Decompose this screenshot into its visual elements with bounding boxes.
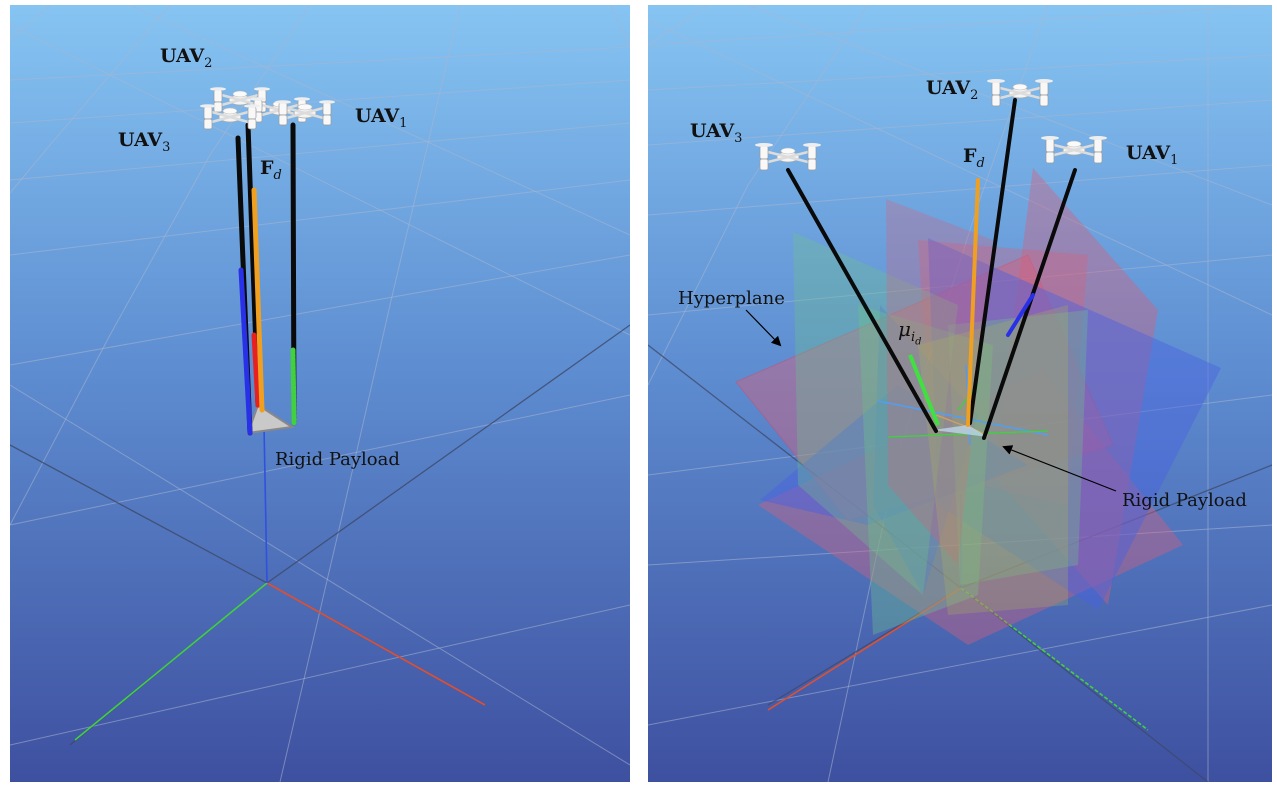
right-viewport[interactable]: UAV2 UAV1 UAV3 Fd Hyperplane μid Rigid P… bbox=[648, 5, 1272, 782]
hyperplane-blue-1 bbox=[928, 238, 1221, 610]
mu-label: μid bbox=[898, 317, 922, 348]
left-ground-grid bbox=[10, 5, 630, 782]
left-uav2-label: UAV2 bbox=[160, 45, 213, 71]
right-force-label: Fd bbox=[963, 145, 985, 171]
hyperplane-blue-2 bbox=[760, 385, 1028, 525]
hyperplane-olive bbox=[918, 305, 1068, 615]
left-uav3-label: UAV3 bbox=[118, 129, 171, 155]
left-payload-label: Rigid Payload bbox=[275, 449, 400, 470]
right-mu-vector bbox=[908, 354, 940, 426]
hyperplanes bbox=[735, 168, 1221, 645]
payload-frame-lines bbox=[877, 364, 1049, 446]
hyperplane-blue-3 bbox=[873, 305, 978, 595]
hyperplane-red-2 bbox=[758, 370, 1183, 645]
hyperplane-green-3 bbox=[948, 310, 1088, 585]
right-uav2-label: UAV2 bbox=[926, 77, 979, 103]
hyperplane-label: Hyperplane bbox=[678, 288, 785, 309]
right-scene bbox=[648, 5, 1272, 782]
left-force-label: Fd bbox=[260, 157, 282, 183]
right-cables bbox=[786, 98, 1077, 440]
left-sky-background bbox=[10, 5, 630, 782]
annotation-arrows bbox=[745, 309, 1117, 492]
left-cables bbox=[235, 122, 297, 436]
right-world-axes bbox=[767, 495, 1149, 731]
right-sky-background bbox=[648, 5, 1272, 782]
hyperplane-green-1 bbox=[793, 232, 958, 595]
right-payload-label: Rigid Payload bbox=[1122, 490, 1247, 511]
left-uav1-label: UAV1 bbox=[355, 105, 408, 131]
payload-arrow bbox=[1002, 445, 1117, 492]
hyperplane-green-2 bbox=[858, 305, 993, 635]
hyperplane-red-4 bbox=[993, 168, 1158, 605]
hyperplane-red-5 bbox=[886, 199, 993, 565]
hyperplane-arrow bbox=[745, 309, 782, 347]
right-uav3-label: UAV3 bbox=[690, 120, 743, 146]
right-uav1-label: UAV1 bbox=[1126, 142, 1179, 168]
left-scene bbox=[10, 5, 630, 782]
left-payload bbox=[246, 403, 295, 435]
left-viewport[interactable]: UAV2 UAV1 UAV3 Fd Rigid Payload bbox=[10, 5, 630, 782]
left-world-axes bbox=[74, 424, 486, 741]
